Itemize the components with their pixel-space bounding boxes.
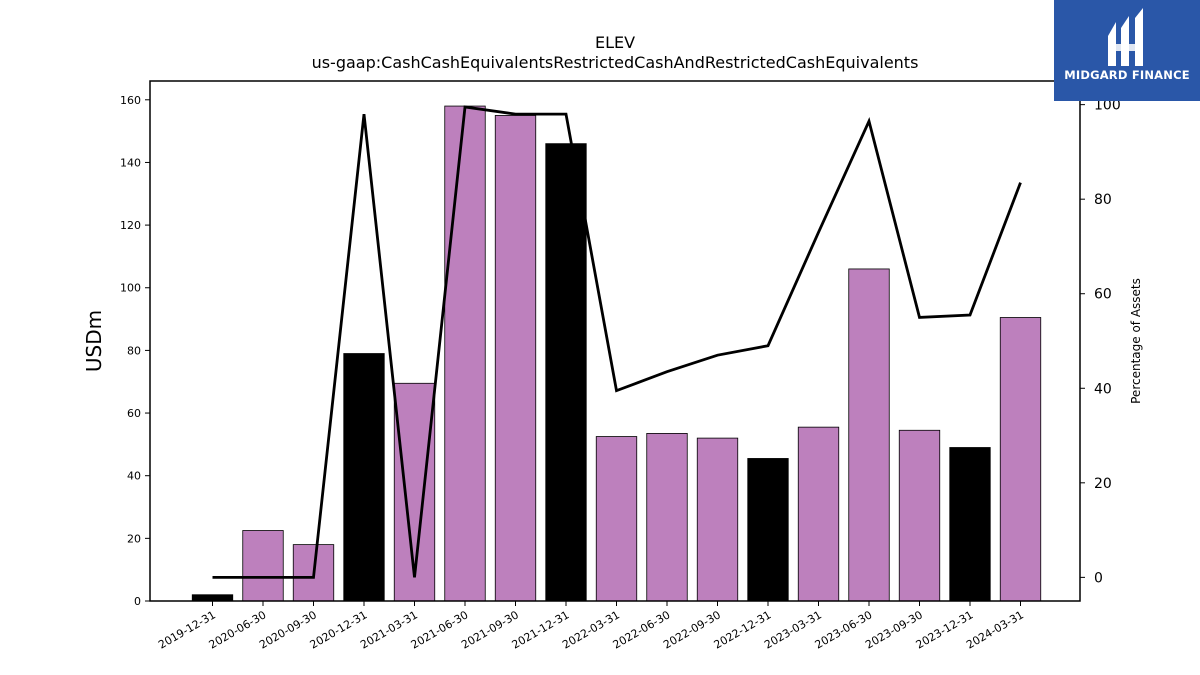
bar — [191, 594, 234, 602]
bar — [646, 433, 688, 602]
logo: MIDGARD FINANCE — [1054, 0, 1200, 101]
y-tick-label: 100 — [120, 282, 141, 295]
midgard-logo-icon — [1108, 8, 1143, 66]
y-tick-label: 20 — [127, 532, 141, 545]
bar — [898, 429, 941, 602]
x-tick-label: 2024-03-31 — [964, 608, 1026, 651]
x-axis: 2019-12-312020-06-302020-09-302020-12-31… — [156, 601, 1026, 652]
bar — [797, 426, 840, 602]
y-tick-label: 80 — [127, 344, 141, 357]
y2-tick-label: 40 — [1094, 381, 1112, 397]
y2-tick-label: 100 — [1094, 98, 1121, 114]
y2-tick-label: 20 — [1094, 476, 1112, 492]
bar — [343, 353, 385, 602]
y-tick-label: 60 — [127, 407, 141, 420]
plot-frame — [149, 80, 1081, 602]
bar — [747, 458, 789, 602]
y2-tick-label: 80 — [1094, 192, 1112, 208]
bar — [696, 437, 739, 602]
line-group — [212, 105, 1022, 579]
y-tick-label: 120 — [120, 219, 141, 232]
y-axis-label: USDm — [82, 310, 106, 372]
y-axis: 0 20 40 60 80 100 120 140 160 — [120, 94, 150, 608]
bar — [545, 143, 587, 602]
bar — [494, 115, 537, 602]
y-tick-label: 160 — [120, 94, 141, 107]
chart-subtitle: us-gaap:CashCashEquivalentsRestrictedCas… — [312, 53, 919, 72]
bar — [949, 447, 991, 602]
y-tick-label: 0 — [134, 595, 141, 608]
percentage-line — [212, 105, 1022, 579]
logo-text: MIDGARD FINANCE — [1064, 68, 1190, 82]
bar — [595, 436, 638, 602]
y2-tick-label: 0 — [1094, 570, 1103, 586]
chart-title: ELEV — [595, 33, 635, 52]
bar — [848, 268, 890, 602]
y2-axis-label: Percentage of Assets — [1129, 278, 1143, 404]
y2-tick-label: 60 — [1094, 287, 1112, 303]
y-tick-label: 40 — [127, 470, 141, 483]
bar — [999, 317, 1042, 602]
bar — [444, 105, 486, 602]
y-tick-label: 140 — [120, 156, 141, 169]
bar — [242, 530, 284, 602]
y2-axis: 0 20 40 60 80 100 — [1080, 98, 1121, 586]
